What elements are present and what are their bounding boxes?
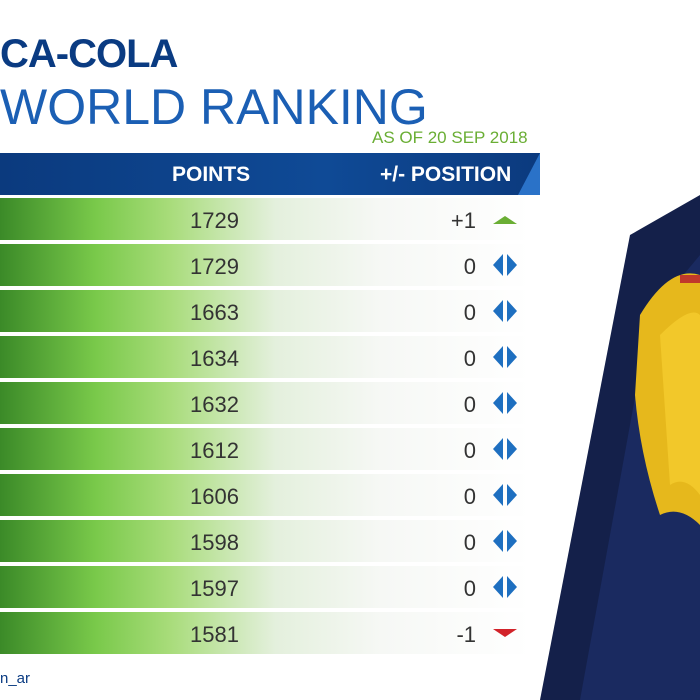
row-points: 1612 (190, 438, 239, 463)
row-points: 1632 (190, 392, 239, 417)
row-points: 1634 (190, 346, 239, 371)
header-stripe (518, 153, 540, 195)
row-points: 1597 (190, 576, 239, 601)
row-position-change: 0 (463, 576, 476, 601)
no-change-icon (493, 254, 517, 276)
row-points: 1729 (190, 254, 239, 279)
row-points: 1606 (190, 484, 239, 509)
title-world-ranking: WORLD RANKING (0, 79, 428, 135)
row-position-change: 0 (463, 438, 476, 463)
table-row: 1581 -1 (0, 612, 530, 654)
footer-handle: n_ar (0, 670, 31, 687)
player-photo (540, 195, 700, 700)
no-change-icon (493, 438, 517, 460)
title-brand: CA-COLA (0, 32, 178, 76)
arrow-down-icon (493, 629, 517, 637)
row-position-change: 0 (463, 530, 476, 555)
table-row: 1729 +1 (0, 198, 530, 240)
table-row: 1598 0 (0, 520, 530, 562)
row-position-change: -1 (456, 622, 476, 647)
no-change-icon (493, 346, 517, 368)
table-row: 1729 0 (0, 244, 530, 286)
row-points: 1729 (190, 208, 239, 233)
ranking-table: 1729 +1 1729 0 1663 0 1634 0 1632 0 1612 0 1606 0 1598… (0, 198, 530, 658)
table-row: 1632 0 (0, 382, 530, 424)
position-column-header: +/- POSITION (380, 163, 512, 186)
table-header: POINTS +/- POSITION (0, 153, 540, 195)
as-of-date: AS OF 20 SEP 2018 (372, 128, 528, 147)
table-row: 1612 0 (0, 428, 530, 470)
no-change-icon (493, 576, 517, 598)
no-change-icon (493, 392, 517, 414)
no-change-icon (493, 530, 517, 552)
row-points: 1581 (190, 622, 239, 647)
table-row: 1663 0 (0, 290, 530, 332)
row-position-change: 0 (463, 392, 476, 417)
row-position-change: +1 (450, 208, 476, 233)
row-position-change: 0 (463, 254, 476, 279)
table-row: 1606 0 (0, 474, 530, 516)
row-position-change: 0 (463, 484, 476, 509)
row-position-change: 0 (463, 346, 476, 371)
row-points: 1598 (190, 530, 239, 555)
table-row: 1634 0 (0, 336, 530, 378)
row-position-change: 0 (463, 300, 476, 325)
points-column-header: POINTS (172, 163, 251, 186)
arrow-up-icon (493, 216, 517, 224)
table-row: 1597 0 (0, 566, 530, 608)
no-change-icon (493, 484, 517, 506)
row-points: 1663 (190, 300, 239, 325)
no-change-icon (493, 300, 517, 322)
